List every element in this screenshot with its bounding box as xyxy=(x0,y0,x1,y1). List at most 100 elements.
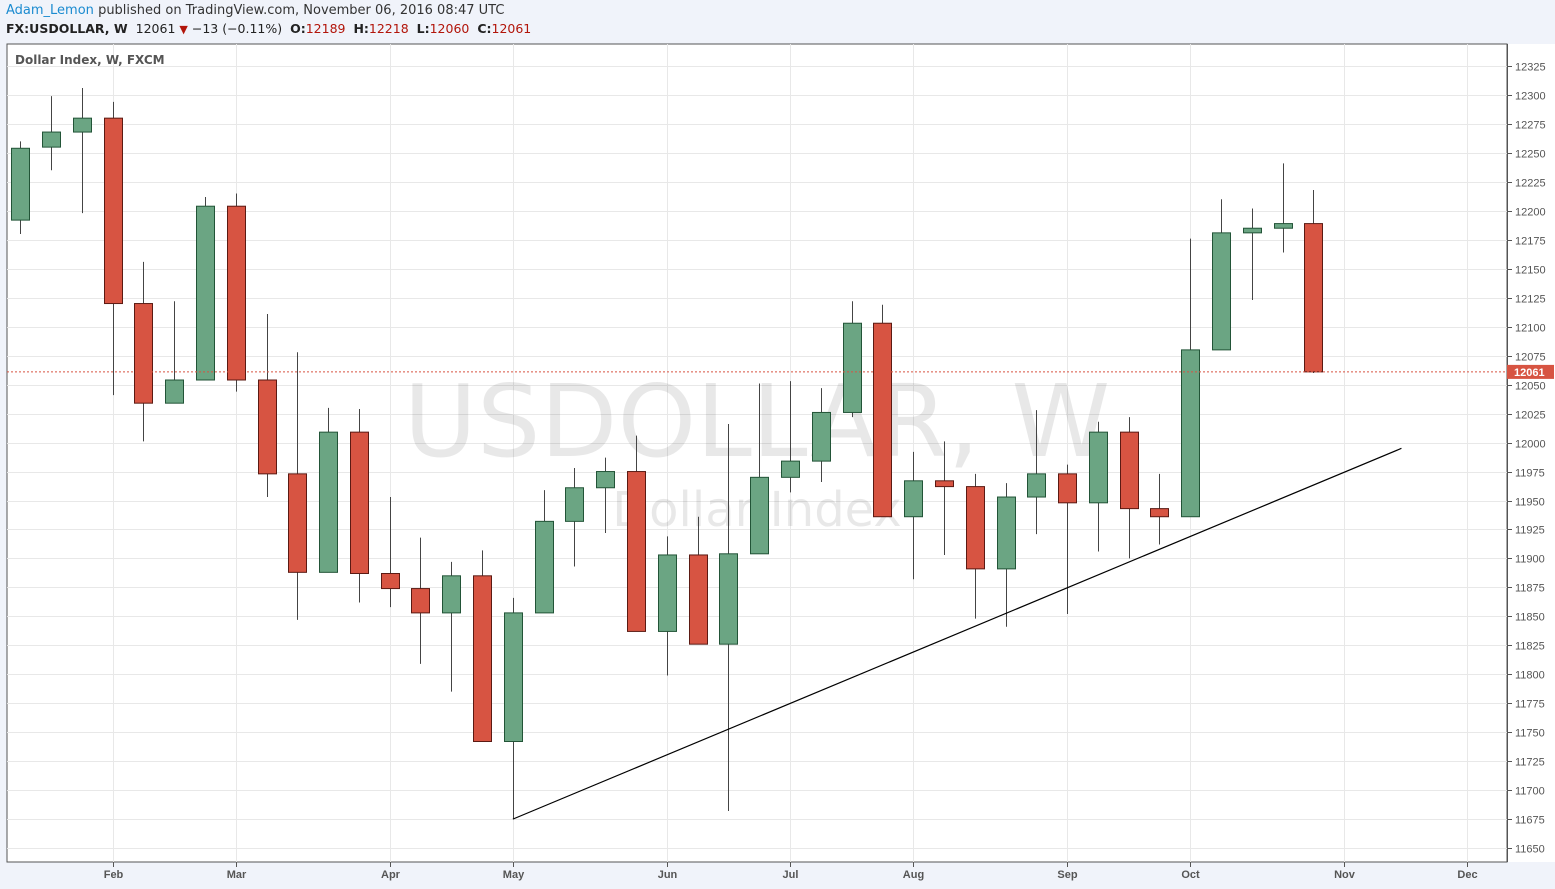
x-tick-label: May xyxy=(503,869,525,881)
candle-up xyxy=(319,431,338,573)
candle-up xyxy=(812,411,831,462)
y-tick-label: 12175 xyxy=(1515,236,1546,248)
candle-down xyxy=(288,473,307,573)
y-tick-label: 11750 xyxy=(1515,728,1545,740)
candle-up xyxy=(1027,473,1046,498)
watermark-symbol: USDOLLAR, W xyxy=(404,363,1110,480)
candle-down xyxy=(227,205,246,381)
y-tick-label: 11950 xyxy=(1515,497,1545,509)
candle-up xyxy=(1181,349,1200,518)
x-tick-label: Aug xyxy=(903,869,924,881)
x-tick-label: Jul xyxy=(783,869,799,881)
candle-up xyxy=(904,480,923,518)
candle-up xyxy=(442,575,461,614)
candle-down xyxy=(134,303,153,404)
trendline xyxy=(512,447,1402,820)
symbol-info: FX:USDOLLAR, W 12061 ▼ −13 (−0.11%) O:12… xyxy=(6,21,531,36)
symbol-label: FX:USDOLLAR, W xyxy=(6,21,128,36)
y-tick-label: 11700 xyxy=(1515,786,1545,798)
y-tick-label: 11800 xyxy=(1515,670,1545,682)
x-tick-label: Nov xyxy=(1334,869,1356,881)
low-value: 12060 xyxy=(429,21,470,36)
author-link[interactable]: Adam_Lemon xyxy=(6,3,94,18)
candle-up xyxy=(504,612,523,743)
candle-down xyxy=(381,572,400,590)
y-tick-label: 12100 xyxy=(1515,323,1546,335)
y-tick-label: 12225 xyxy=(1515,178,1546,190)
low-label: L: xyxy=(416,21,430,36)
candle-down xyxy=(689,554,708,645)
candle-up xyxy=(196,205,215,381)
candle-up xyxy=(719,553,738,645)
candle-up xyxy=(781,460,800,478)
open-value: 12189 xyxy=(305,21,346,36)
y-tick-label: 11775 xyxy=(1515,699,1545,711)
y-tick-label: 11925 xyxy=(1515,525,1545,537)
y-tick-label: 12250 xyxy=(1515,149,1546,161)
triangle-down-icon: ▼ xyxy=(179,23,188,36)
price-change: −13 (−0.11%) xyxy=(191,21,283,36)
y-tick-label: 12125 xyxy=(1515,294,1546,306)
candle-down xyxy=(258,379,277,475)
candle-up xyxy=(1089,431,1108,504)
high-label: H: xyxy=(353,21,369,36)
candle-up xyxy=(565,487,584,522)
candle-down xyxy=(873,322,892,518)
y-tick-label: 11975 xyxy=(1515,468,1545,480)
candle-up xyxy=(843,322,862,413)
x-tick-label: Feb xyxy=(104,869,124,881)
candle-up xyxy=(997,496,1016,570)
close-label: C: xyxy=(477,21,492,36)
y-tick-label: 12325 xyxy=(1515,62,1546,74)
candle-down xyxy=(104,117,123,305)
candle-down xyxy=(966,486,985,570)
x-tick-label: Mar xyxy=(227,869,247,881)
candle-down xyxy=(935,480,954,488)
candle-down xyxy=(1150,508,1169,518)
x-tick-label: Jun xyxy=(658,869,678,881)
high-value: 12218 xyxy=(368,21,409,36)
candle-up xyxy=(11,147,30,221)
y-tick-label: 12300 xyxy=(1515,91,1546,103)
x-tick-label: Sep xyxy=(1057,869,1077,881)
candle-up xyxy=(42,131,61,148)
x-tick-label: Oct xyxy=(1181,869,1200,881)
y-tick-label: 11675 xyxy=(1515,815,1545,827)
x-tick-label: Apr xyxy=(381,869,401,881)
last-price-marker xyxy=(1507,364,1554,379)
y-tick-label: 12075 xyxy=(1515,352,1546,364)
plot-area xyxy=(6,43,1508,863)
candle-down xyxy=(1058,473,1077,504)
close-value: 12061 xyxy=(491,21,532,36)
last-price: 12061 xyxy=(135,21,176,36)
y-tick-label: 12200 xyxy=(1515,207,1546,219)
y-tick-label: 11650 xyxy=(1515,844,1545,856)
candle-up xyxy=(165,379,184,404)
candle-up xyxy=(1212,232,1231,351)
open-label: O: xyxy=(290,21,306,36)
candle-down xyxy=(350,431,369,574)
published-text: published on TradingView.com, November 0… xyxy=(98,3,505,18)
candle-up xyxy=(535,520,554,614)
y-tick-label: 11725 xyxy=(1515,757,1545,769)
candle-up xyxy=(1243,227,1262,234)
y-tick-label: 11850 xyxy=(1515,612,1545,624)
y-tick-label: 12000 xyxy=(1515,439,1546,451)
y-tick-label: 12275 xyxy=(1515,120,1546,132)
y-tick-label: 12050 xyxy=(1515,381,1546,393)
y-tick-label: 12150 xyxy=(1515,265,1546,277)
x-tick-label: Dec xyxy=(1457,869,1477,881)
price-axis xyxy=(1507,44,1555,862)
candle-down xyxy=(1304,223,1323,373)
y-tick-label: 11825 xyxy=(1515,641,1545,653)
candle-up xyxy=(73,117,92,133)
y-tick-label: 12025 xyxy=(1515,410,1546,422)
y-tick-label: 11900 xyxy=(1515,554,1545,566)
candle-down xyxy=(1120,431,1139,510)
candle-up xyxy=(1274,223,1293,229)
candle-down xyxy=(411,588,430,614)
y-tick-label: 11875 xyxy=(1515,583,1545,595)
candle-down xyxy=(473,575,492,743)
candle-down xyxy=(627,471,646,632)
